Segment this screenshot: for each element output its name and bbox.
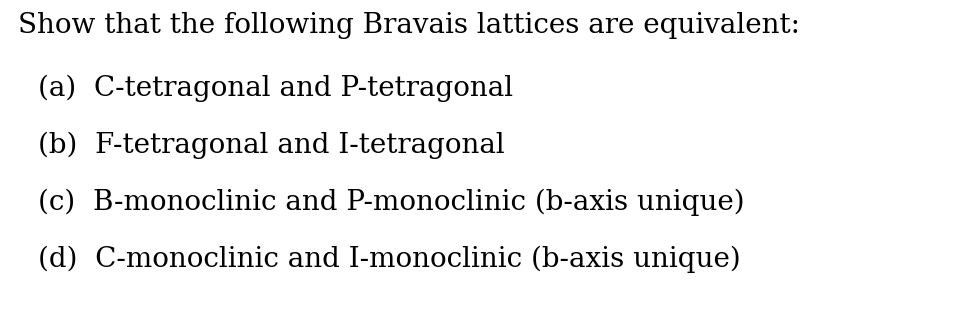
Text: (d)  C-monoclinic and I-monoclinic (b-axis unique): (d) C-monoclinic and I-monoclinic (b-axi… (38, 246, 741, 273)
Text: (a)  C-tetragonal and P-tetragonal: (a) C-tetragonal and P-tetragonal (38, 75, 514, 102)
Text: Show that the following Bravais lattices are equivalent:: Show that the following Bravais lattices… (18, 12, 800, 39)
Text: (c)  B-monoclinic and P-monoclinic (b-axis unique): (c) B-monoclinic and P-monoclinic (b-axi… (38, 189, 745, 216)
Text: (b)  F-tetragonal and I-tetragonal: (b) F-tetragonal and I-tetragonal (38, 132, 505, 159)
